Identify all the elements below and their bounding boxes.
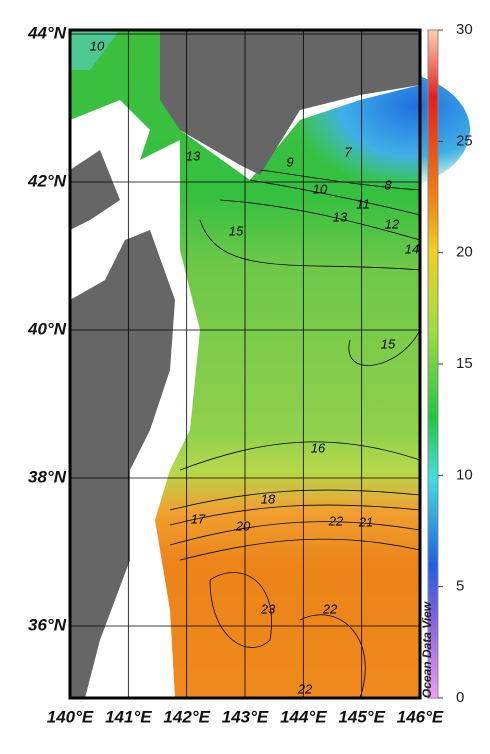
lon-label: 144°E	[280, 707, 327, 726]
contour-label: 18	[261, 491, 276, 506]
contour-label: 22	[297, 681, 313, 696]
contour-label: 10	[90, 38, 105, 53]
contour-label: 20	[235, 518, 251, 533]
colorbar-label: 30	[456, 21, 473, 38]
contour-label: 11	[356, 196, 370, 211]
lon-label: 145°E	[338, 707, 385, 726]
contour-label: 8	[384, 177, 392, 192]
sea-north	[70, 30, 120, 70]
contour-label: 15	[229, 223, 244, 238]
lat-label: 44°N	[27, 23, 67, 42]
lon-label: 146°E	[397, 707, 444, 726]
land-hokkaido	[160, 30, 420, 175]
lon-label: 140°E	[47, 707, 94, 726]
contour-label: 13	[186, 148, 201, 163]
colorbar-label: 5	[456, 578, 464, 595]
land-peninsula	[70, 150, 120, 230]
credit: Ocean Data View	[420, 601, 434, 698]
lon-label: 141°E	[105, 707, 152, 726]
contour-label: 21	[358, 514, 373, 529]
lat-label: 42°N	[27, 171, 67, 190]
map-area	[68, 28, 470, 700]
colorbar-label: 15	[456, 355, 473, 372]
contours	[169, 169, 421, 699]
lat-label: 40°N	[27, 319, 67, 338]
contour-label: 16	[311, 440, 326, 455]
lat-label: 36°N	[28, 615, 67, 634]
contour-label: 7	[344, 144, 352, 159]
contour-label: 22	[328, 513, 344, 528]
colorbar	[427, 29, 439, 699]
colorbar-label: 10	[456, 466, 473, 483]
colorbar-label: 25	[456, 132, 473, 149]
contour-label: 13	[333, 209, 348, 224]
contour-label: 15	[381, 336, 396, 351]
contour-label: 22	[322, 601, 338, 616]
lat-label: 38°N	[28, 467, 67, 486]
contour-label: 10	[313, 181, 328, 196]
contour-label: 23	[260, 601, 276, 616]
lon-label: 142°E	[163, 707, 210, 726]
land-honshu	[70, 230, 175, 698]
lon-label: 143°E	[222, 707, 269, 726]
contour-label: 14	[405, 241, 419, 256]
contour-label: 17	[191, 511, 206, 526]
colorbar-label: 0	[456, 689, 464, 706]
contour-label: 12	[385, 216, 400, 231]
colorbar-label: 20	[456, 244, 473, 261]
contour-label: 9	[286, 154, 293, 169]
